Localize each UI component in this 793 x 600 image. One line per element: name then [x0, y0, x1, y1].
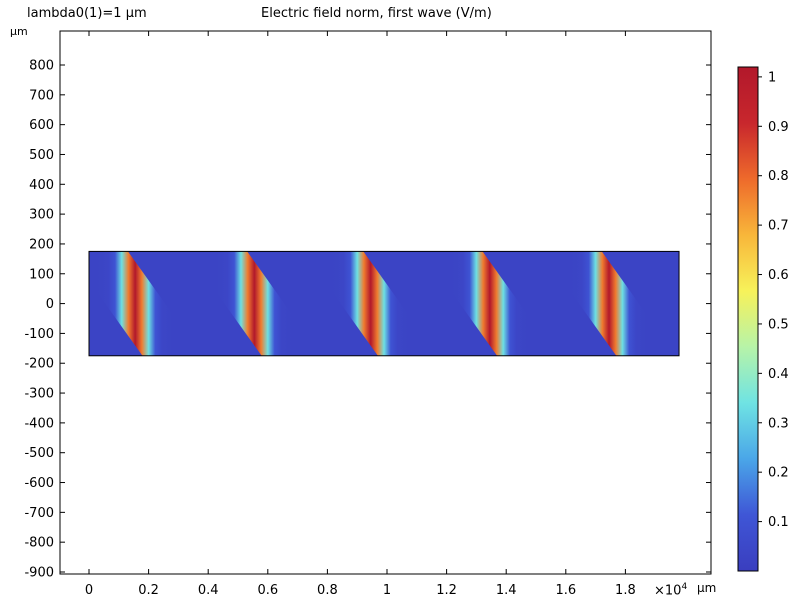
x-tick-label: 0.4 — [198, 583, 219, 598]
y-tick-label: 100 — [29, 267, 54, 282]
x-tick-label: 0.2 — [138, 583, 159, 598]
field-domain-border — [88, 250, 680, 357]
x-tick-label: 1.2 — [436, 583, 457, 598]
x-axis-unit: µm — [697, 581, 717, 595]
y-axis-unit: µm — [10, 25, 28, 38]
y-tick-label: 200 — [29, 237, 54, 252]
field-stripe — [187, 251, 322, 356]
x-axis-multiplier-base: ×10 — [654, 583, 682, 599]
field-stripe — [89, 251, 203, 356]
parameter-label: lambda0(1)=1 µm — [27, 6, 147, 21]
chart-title: Electric field norm, first wave (V/m) — [261, 6, 492, 21]
x-tick-label: 0 — [85, 583, 93, 598]
field-stripes — [89, 251, 680, 356]
colorbar-tick-label: 0.4 — [768, 367, 789, 382]
x-tick-label: 1 — [383, 583, 391, 598]
y-tick-label: 400 — [29, 178, 54, 193]
x-axis-multiplier: ×104 — [654, 582, 687, 598]
y-tick-label: -500 — [24, 446, 54, 461]
y-tick-label: 700 — [29, 88, 54, 103]
y-tick-label: -800 — [24, 536, 54, 551]
y-tick-label: -200 — [24, 357, 54, 372]
colorbar-tick-label: 0.2 — [768, 466, 789, 481]
y-tick-label: -300 — [24, 387, 54, 402]
y-tick-label: -400 — [24, 416, 54, 431]
x-tick-label: 0.8 — [317, 583, 338, 598]
field-stripe — [303, 251, 438, 356]
field-stripe — [541, 251, 677, 356]
x-axis-multiplier-exponent: 4 — [681, 582, 688, 592]
colorbar — [737, 66, 759, 572]
colorbar-tick-label: 0.3 — [768, 416, 789, 431]
x-tick-label: 1.8 — [615, 583, 636, 598]
x-tick-label: 0.6 — [257, 583, 278, 598]
plot-frame — [59, 30, 712, 575]
colorbar-tick-label: 0.7 — [768, 219, 789, 234]
y-tick-label: 800 — [29, 59, 54, 74]
colorbar-tick-label: 0.5 — [768, 317, 789, 332]
colorbar-tick-label: 0.9 — [768, 120, 789, 135]
y-tick-label: 500 — [29, 148, 54, 163]
colorbar-tick-label: 0.6 — [768, 268, 789, 283]
x-tick-label: 1.4 — [496, 583, 517, 598]
y-tick-label: -900 — [24, 566, 54, 581]
y-tick-label: 600 — [29, 118, 54, 133]
field-stripe — [422, 251, 558, 356]
field-stripe — [660, 251, 680, 277]
colorbar-tick-label: 0.1 — [768, 515, 789, 530]
y-tick-label: -600 — [24, 476, 54, 491]
y-tick-label: 300 — [29, 208, 54, 223]
y-tick-label: -700 — [24, 506, 54, 521]
y-tick-label: -100 — [24, 327, 54, 342]
y-tick-label: 0 — [46, 297, 54, 312]
colorbar-tick-label: 1 — [768, 70, 776, 85]
colorbar-tick-label: 0.8 — [768, 169, 789, 184]
x-tick-label: 1.6 — [555, 583, 576, 598]
